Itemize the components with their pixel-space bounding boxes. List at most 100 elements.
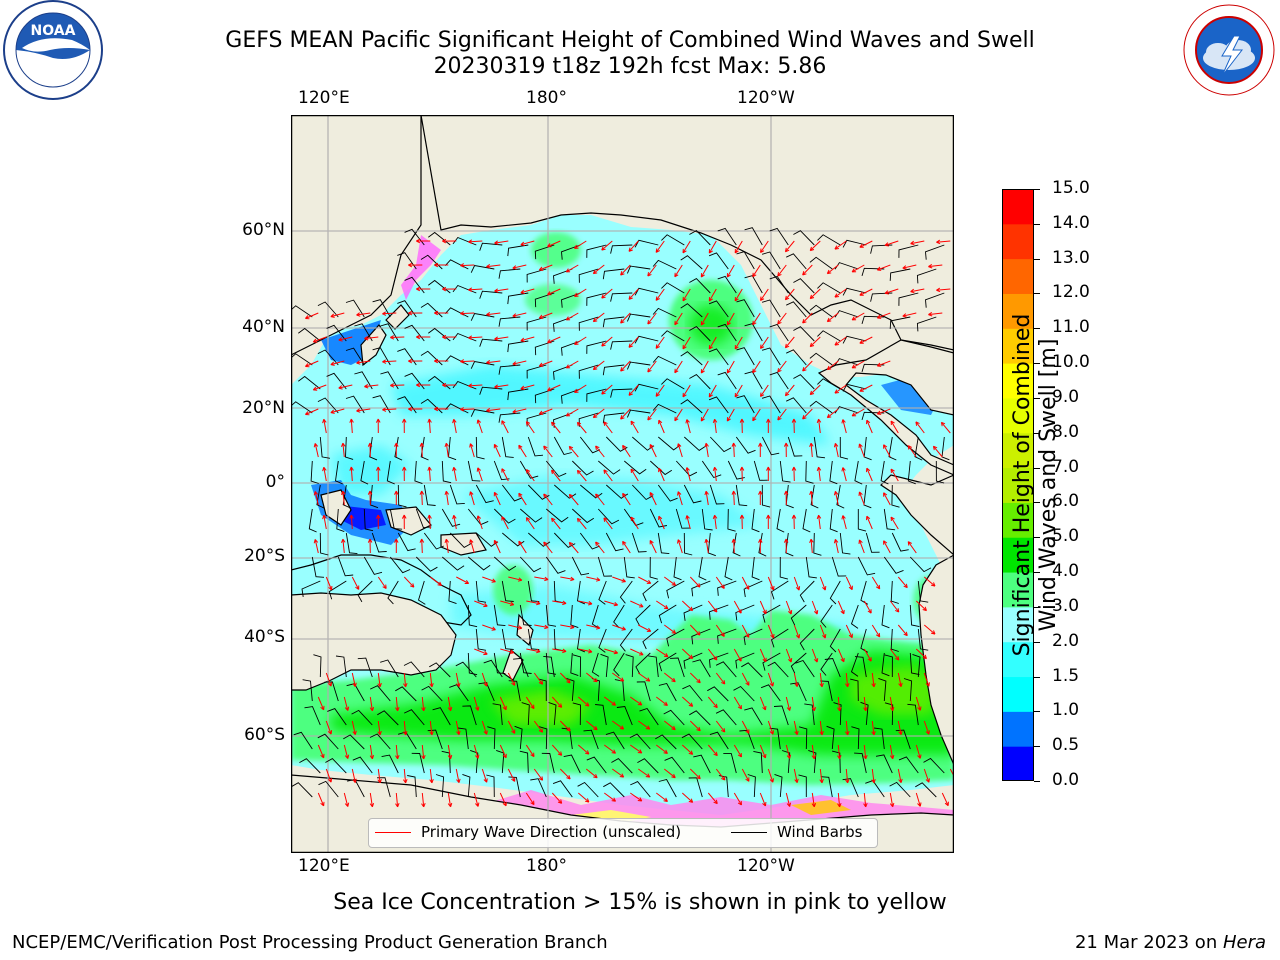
wave-direction-arrow <box>741 768 750 782</box>
wave-direction-arrow <box>507 768 516 782</box>
wave-direction-arrow <box>574 384 587 393</box>
wind-barb <box>429 662 451 678</box>
wave-direction-arrow <box>486 263 501 269</box>
wave-direction-arrow <box>649 540 657 554</box>
wave-direction-arrow <box>655 696 668 706</box>
wind-barb <box>548 701 557 726</box>
wind-barb <box>475 436 485 460</box>
wind-barb <box>602 364 625 376</box>
wind-barb <box>829 628 841 653</box>
wave-direction-arrow <box>859 384 873 392</box>
wind-barb <box>652 355 677 366</box>
wave-direction-arrow <box>494 336 509 341</box>
wave-direction-arrow <box>681 792 694 803</box>
wind-barb <box>328 580 347 600</box>
wind-barb <box>779 460 791 483</box>
wave-direction-arrow <box>777 408 787 421</box>
wind-barb <box>736 347 755 366</box>
wind-barb <box>727 508 736 532</box>
wave-direction-arrow <box>809 490 814 506</box>
wave-direction-arrow <box>841 419 847 434</box>
wave-direction-arrow <box>512 408 527 414</box>
wind-barb <box>498 364 521 375</box>
wave-direction-arrow <box>551 744 563 756</box>
wave-direction-arrow <box>915 696 922 711</box>
wind-barb <box>404 228 425 246</box>
wave-direction-arrow <box>910 288 925 294</box>
wave-direction-arrow <box>493 539 501 554</box>
colorbar-tick-mark <box>1034 606 1040 608</box>
colorbar-tick-label: 1.5 <box>1052 665 1080 686</box>
wave-direction-arrow <box>741 672 750 686</box>
wave-direction-arrow <box>876 264 891 271</box>
wind-barb <box>804 703 815 726</box>
wave-direction-arrow <box>809 384 821 396</box>
wave-direction-arrow <box>565 408 579 417</box>
wind-barb <box>579 436 601 454</box>
wave-direction-arrow <box>674 360 683 374</box>
wind-barb <box>758 532 767 557</box>
wave-direction-arrow <box>595 541 605 554</box>
wave-direction-arrow <box>858 443 865 458</box>
wave-direction-arrow <box>525 469 535 482</box>
wave-direction-arrow <box>685 419 691 434</box>
wave-direction-arrow <box>419 538 425 554</box>
wave-direction-arrow <box>739 418 745 434</box>
wind-barb <box>762 604 781 623</box>
wave-direction-arrow <box>658 515 665 530</box>
wind-barb <box>831 750 841 774</box>
wind-barb <box>578 364 599 379</box>
wind-barb <box>884 702 894 726</box>
wind-barb <box>493 652 506 675</box>
colorbar-tick-label: 9.0 <box>1052 386 1080 407</box>
wave-direction-arrow <box>658 419 665 434</box>
wind-barb <box>829 460 838 485</box>
wind-barb <box>442 556 465 571</box>
wave-direction-arrow <box>500 600 515 606</box>
wind-barb <box>316 484 325 509</box>
wave-direction-arrow <box>349 466 354 482</box>
wind-barb <box>381 754 399 774</box>
wave-direction-arrow <box>351 672 357 688</box>
wave-direction-arrow <box>313 443 319 458</box>
wave-direction-arrow <box>876 312 891 319</box>
wind-barb <box>912 653 921 678</box>
colorbar-tick-mark <box>1034 258 1040 260</box>
wave-direction-arrow <box>518 492 527 506</box>
wave-direction-arrow <box>638 576 652 584</box>
wave-direction-arrow <box>494 288 509 293</box>
wind-barb <box>824 658 841 678</box>
wave-direction-arrow <box>802 408 813 420</box>
wind-barb <box>890 580 899 604</box>
wind-barb <box>829 580 841 605</box>
wind-barb <box>345 299 365 318</box>
wind-barb <box>553 436 572 456</box>
wind-barb <box>774 773 783 798</box>
wave-direction-arrow <box>689 720 701 732</box>
wind-barb <box>626 265 651 274</box>
wind-barb <box>634 287 659 296</box>
wave-direction-arrow <box>733 696 742 710</box>
wave-direction-arrow <box>897 576 908 589</box>
wind-barb <box>335 460 343 485</box>
wave-direction-arrow <box>837 744 842 760</box>
wave-direction-arrow <box>708 288 717 302</box>
wind-barb <box>545 556 566 574</box>
wind-barb <box>767 661 789 678</box>
wave-direction-arrow <box>474 600 488 608</box>
wind-barb <box>470 749 479 774</box>
wave-direction-arrow <box>863 648 872 662</box>
wave-direction-arrow <box>620 408 631 420</box>
wind-barb <box>666 628 685 647</box>
wind-barb <box>681 733 703 750</box>
wave-direction-arrow <box>638 672 651 682</box>
wind-barb <box>602 268 625 280</box>
wave-direction-arrow <box>863 600 872 614</box>
wave-direction-arrow <box>476 467 483 482</box>
wave-direction-arrow <box>712 466 718 482</box>
wave-direction-arrow <box>369 696 375 712</box>
wind-barb <box>577 628 586 653</box>
wind-barb <box>744 371 763 390</box>
wind-barb <box>701 460 722 479</box>
wave-direction-arrow <box>793 672 799 688</box>
